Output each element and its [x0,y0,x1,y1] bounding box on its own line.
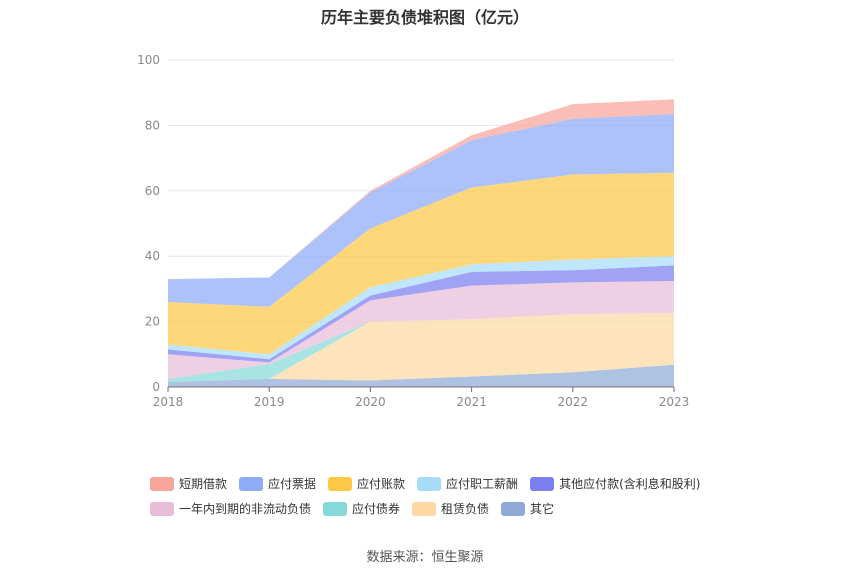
legend-label: 应付票据 [268,477,317,491]
y-tick-label: 60 [145,184,160,198]
y-tick-label: 100 [137,53,160,67]
legend-swatch [323,501,348,516]
legend-item-other[interactable]: 其它 [501,500,554,517]
legend-label: 应付账款 [357,477,406,491]
legend-item-notes-payable[interactable]: 应付票据 [239,475,316,492]
x-tick-label: 2019 [254,395,285,409]
legend-label: 短期借款 [179,477,228,491]
legend-item-other-payables[interactable]: 其他应付款(含利息和股利) [530,475,700,492]
area-series [168,172,674,355]
x-tick-label: 2020 [355,395,386,409]
legend-label: 应付职工薪酬 [446,477,519,491]
legend-swatch [239,476,264,491]
legend-swatch [150,476,174,491]
legend-label: 其它 [530,502,555,516]
legend-label: 其他应付款(含利息和股利) [559,477,701,491]
chart-title: 历年主要负债堆积图（亿元） [320,8,529,27]
legend-item-current-noncurrent-liabilities[interactable]: 一年内到期的非流动负债 [150,500,311,517]
area-series [168,256,674,360]
legend-label: 租赁负债 [441,502,490,516]
legend: 短期借款 应付票据 应付账款 应付职工薪酬 其他应付款(含利息和股利) 一年内到… [150,471,770,521]
legend-swatch [530,476,555,491]
area-series [168,113,674,307]
area-series [168,265,674,363]
legend-swatch [150,501,174,516]
legend-row-2: 一年内到期的非流动负债 应付债券 租赁负债 其它 [150,496,770,521]
x-tick-label: 2022 [558,395,589,409]
y-tick-label: 20 [145,315,160,329]
legend-row-1: 短期借款 应付票据 应付账款 应付职工薪酬 其他应付款(含利息和股利) [150,471,770,496]
legend-item-lease-liabilities[interactable]: 租赁负债 [412,500,489,517]
legend-label: 一年内到期的非流动负债 [179,502,312,516]
y-tick-label: 40 [145,249,160,263]
legend-item-accounts-payable[interactable]: 应付账款 [328,475,405,492]
legend-item-employee-payable[interactable]: 应付职工薪酬 [417,475,518,492]
x-tick-label: 2023 [659,395,690,409]
y-tick-label: 0 [152,380,160,394]
legend-swatch [501,501,526,516]
area-series [168,281,674,379]
area-series [168,313,674,383]
legend-swatch [417,476,442,491]
area-series [168,364,674,387]
data-source: 数据来源：恒生聚源 [366,550,484,565]
legend-swatch [328,476,353,491]
x-tick-label: 2018 [153,395,184,409]
legend-label: 应付债券 [352,502,401,516]
y-tick-label: 80 [145,118,160,132]
legend-swatch [412,501,437,516]
x-tick-label: 2021 [456,395,487,409]
legend-item-short-term-loans[interactable]: 短期借款 [150,475,227,492]
area-series [168,313,674,383]
legend-item-bonds-payable[interactable]: 应付债券 [323,500,400,517]
